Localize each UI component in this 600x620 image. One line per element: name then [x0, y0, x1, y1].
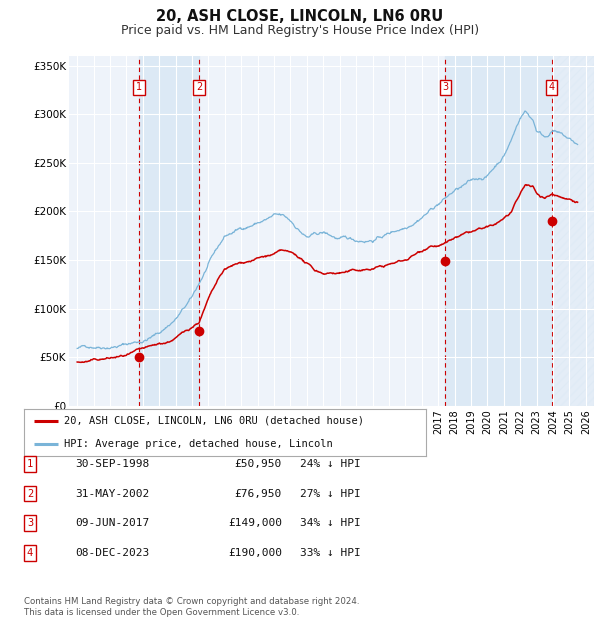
Text: Price paid vs. HM Land Registry's House Price Index (HPI): Price paid vs. HM Land Registry's House … [121, 24, 479, 37]
Text: £190,000: £190,000 [228, 548, 282, 558]
Text: 31-MAY-2002: 31-MAY-2002 [75, 489, 149, 498]
Text: 1: 1 [136, 82, 142, 92]
Text: 30-SEP-1998: 30-SEP-1998 [75, 459, 149, 469]
Text: 2: 2 [27, 489, 33, 498]
Bar [139, 56, 199, 406]
Text: £76,950: £76,950 [235, 489, 282, 498]
Text: 20, ASH CLOSE, LINCOLN, LN6 0RU: 20, ASH CLOSE, LINCOLN, LN6 0RU [157, 9, 443, 24]
Text: 09-JUN-2017: 09-JUN-2017 [75, 518, 149, 528]
Text: 08-DEC-2023: 08-DEC-2023 [75, 548, 149, 558]
Text: HPI: Average price, detached house, Lincoln: HPI: Average price, detached house, Linc… [64, 439, 333, 449]
Text: 27% ↓ HPI: 27% ↓ HPI [300, 489, 361, 498]
Text: 4: 4 [27, 548, 33, 558]
Bar [445, 56, 551, 406]
Text: 33% ↓ HPI: 33% ↓ HPI [300, 548, 361, 558]
Bar [551, 56, 594, 406]
Text: £50,950: £50,950 [235, 459, 282, 469]
Text: 2: 2 [196, 82, 202, 92]
Text: 34% ↓ HPI: 34% ↓ HPI [300, 518, 361, 528]
Text: 3: 3 [27, 518, 33, 528]
Text: 1: 1 [27, 459, 33, 469]
Text: Contains HM Land Registry data © Crown copyright and database right 2024.
This d: Contains HM Land Registry data © Crown c… [24, 598, 359, 617]
Text: 3: 3 [442, 82, 448, 92]
Text: 24% ↓ HPI: 24% ↓ HPI [300, 459, 361, 469]
Text: £149,000: £149,000 [228, 518, 282, 528]
Text: 20, ASH CLOSE, LINCOLN, LN6 0RU (detached house): 20, ASH CLOSE, LINCOLN, LN6 0RU (detache… [64, 416, 364, 426]
Text: 4: 4 [548, 82, 555, 92]
